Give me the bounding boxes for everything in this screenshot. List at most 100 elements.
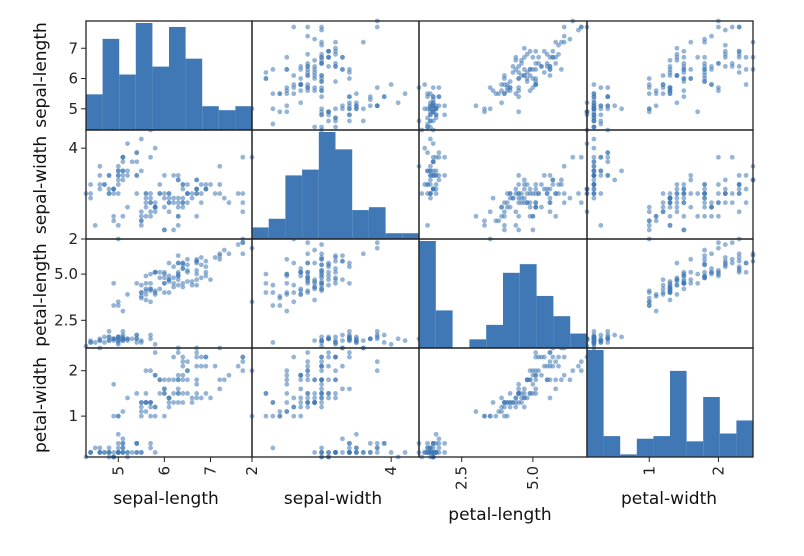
scatter-point (134, 440, 140, 446)
scatter-point (576, 27, 581, 33)
scatter-point (138, 404, 144, 410)
scatter-point (556, 42, 561, 48)
scatter-point (702, 182, 707, 187)
scatter-point (138, 340, 144, 345)
scatter-point (516, 200, 522, 206)
scatter-point (312, 377, 318, 383)
scatter-point (166, 209, 172, 215)
hist-bar (302, 169, 319, 239)
scatter-point (591, 338, 597, 344)
scatter-point (524, 200, 530, 206)
hist-bar (653, 436, 670, 457)
scatter-point (319, 395, 324, 401)
scatter-point (660, 204, 666, 210)
cell-petal-width-vs-sepal-width (249, 345, 422, 460)
scatter-point (567, 377, 573, 383)
scatter-point (674, 275, 680, 281)
scatter-point (284, 377, 290, 383)
scatter-point (326, 336, 331, 342)
scatter-point (576, 191, 581, 196)
hist-bar (536, 295, 554, 348)
hist-bar (435, 310, 453, 348)
scatter-point (340, 436, 345, 442)
scatter-point (507, 391, 513, 396)
scatter-point (430, 85, 436, 91)
scatter-point (120, 159, 126, 165)
scatter-point (180, 200, 186, 206)
cell-sepal-width-vs-sepal-width (251, 129, 420, 240)
scatter-point (558, 377, 564, 383)
scatter-point (591, 177, 597, 183)
hist-bar (636, 438, 654, 457)
scatter-point (521, 404, 527, 410)
scatter-point (519, 395, 524, 401)
scatter-point (152, 350, 158, 355)
scatter-point (298, 76, 304, 81)
scatter-point (333, 118, 338, 124)
scatter-point (541, 70, 547, 75)
scatter-point (92, 445, 98, 451)
scatter-point (347, 445, 352, 451)
cell-frame (586, 129, 754, 240)
scatter-point (111, 186, 117, 192)
y-tick-label: 6 (68, 70, 78, 88)
scatter-point (217, 253, 223, 259)
scatter-point (125, 292, 130, 297)
scatter-point (681, 227, 687, 233)
scatter-point (521, 177, 527, 183)
scatter-point (319, 275, 324, 281)
scatter-point (395, 336, 401, 342)
scatter-point (536, 354, 541, 360)
scatter-point (519, 57, 524, 63)
scatter-point (591, 186, 597, 192)
scatter-point (166, 290, 172, 295)
scatter-point (674, 282, 680, 288)
scatter-point (143, 273, 149, 279)
scatter-point (516, 195, 522, 201)
scatter-point (175, 177, 181, 183)
scatter-point (284, 381, 290, 387)
scatter-point (88, 450, 94, 455)
hist-bar (402, 233, 419, 239)
scatter-point (129, 450, 135, 455)
y-tick-label: 7 (68, 39, 78, 57)
scatter-point (326, 350, 331, 355)
scatter-point (544, 377, 550, 383)
scatter-point (702, 64, 707, 69)
scatter-point (312, 400, 318, 405)
scatter-point (695, 191, 701, 196)
scatter-point (516, 213, 522, 219)
scatter-point (530, 381, 536, 387)
scatter-point (194, 277, 200, 283)
scatter-point (436, 177, 442, 183)
cell-petal-length-vs-petal-length (418, 238, 588, 349)
scatter-point (612, 103, 618, 109)
cell-sepal-length-vs-sepal-length (85, 20, 253, 131)
scatter-point (180, 359, 186, 365)
scatter-point (347, 118, 352, 124)
hist-bar (102, 38, 120, 130)
scatter-point (681, 269, 687, 275)
scatter-point (524, 377, 530, 383)
scatter-point (688, 256, 694, 262)
hist-bar (86, 94, 103, 130)
scatter-point (284, 372, 290, 378)
scatter-point (660, 85, 666, 91)
scatter-point (305, 82, 311, 87)
scatter-point (305, 88, 311, 94)
scatter-point (367, 450, 373, 455)
scatter-point (353, 340, 359, 345)
scatter-point (161, 173, 167, 178)
scatter-point (674, 100, 680, 106)
scatter-point (539, 372, 544, 378)
scatter-point (171, 173, 177, 178)
scatter-point (291, 91, 297, 97)
scatter-point (175, 277, 181, 283)
scatter-point (674, 45, 680, 51)
scatter-point (722, 177, 728, 183)
scatter-point (347, 386, 352, 392)
scatter-point (157, 269, 163, 275)
scatter-point (217, 377, 223, 383)
scatter-point (502, 227, 507, 233)
scatter-point (115, 168, 121, 174)
